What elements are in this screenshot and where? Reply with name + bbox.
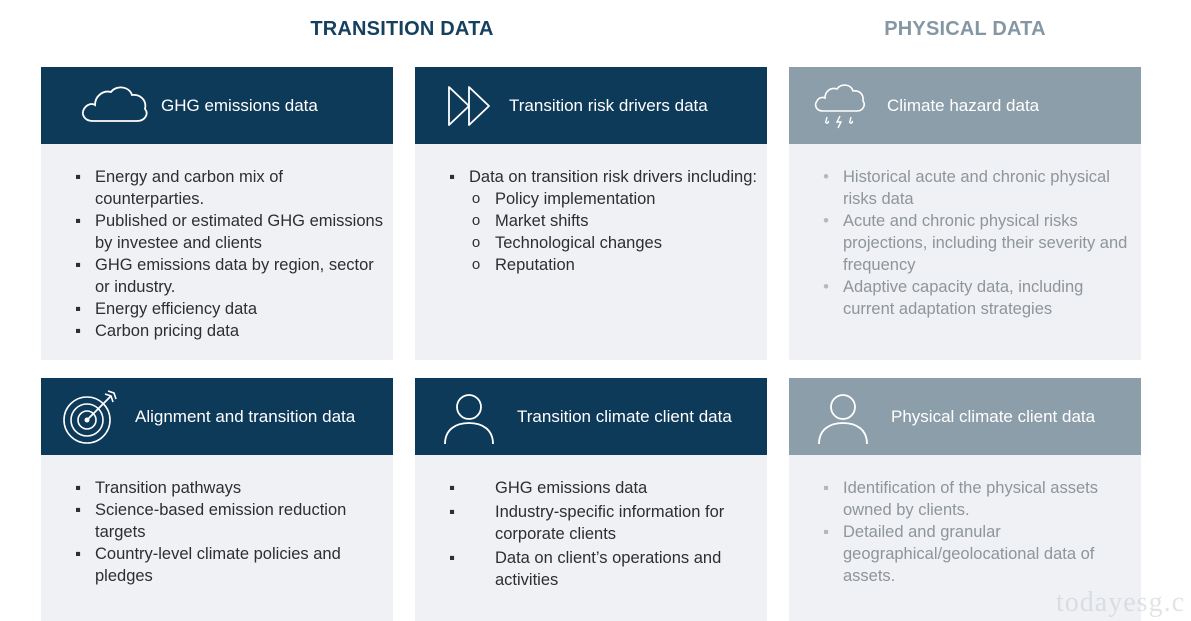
transition-climate-client-card-body: ▪ GHG emissions data ▪ Industry-specific i… [415,455,767,621]
square-bullet: ▪ [449,503,455,521]
list-item: ▪ Energy and carbon mix of counterparties… [41,166,383,210]
transition-climate-client-card-header: Transition climate client data [415,378,767,455]
transition-risk-drivers-card-title: Transition risk drivers data [509,96,708,115]
square-bullet: ▪ [75,212,81,230]
sub-list-item: o Market shifts [469,210,757,232]
target-icon [55,388,121,446]
list-item-text: GHG emissions data [495,479,648,497]
square-bullet: ▪ [449,479,455,497]
climate-hazard-card-body: • Historical acute and chronic physical r… [789,144,1141,360]
transition-climate-client-card-title: Transition climate client data [517,407,732,426]
square-bullet: ▪ [75,300,81,318]
transition-risk-drivers-card-header: Transition risk drivers data [415,67,767,144]
alignment-transition-card: Alignment and transition data ▪ Transitio… [41,378,393,621]
dot-bullet: • [823,168,829,186]
list-item-text: GHG emissions data by region, sector or … [95,256,374,296]
list-item: ▪ Identification of the physical assets o… [789,477,1131,521]
list-item: ▪ Data on client’s operations and activit… [415,547,757,591]
circle-bullet: o [471,234,481,251]
physical-climate-client-card-header: Physical climate client data [789,378,1141,455]
list-item-text: Energy and carbon mix of counterparties. [95,168,284,208]
list-item-text: Data on client’s operations and activiti… [495,549,722,589]
fast-forward-icon [443,81,515,131]
ghg-emissions-card-title: GHG emissions data [161,96,318,115]
list-item-text: Acute and chronic physical risks project… [843,212,1128,274]
physical-climate-client-card: Physical climate client data ▪ Identifica… [789,378,1141,621]
alignment-transition-card-title: Alignment and transition data [135,407,356,426]
list-item-text: Country-level climate policies and pledg… [95,545,341,585]
list-item: ▪ Industry-specific information for corpo… [415,501,757,545]
list-item-text: Carbon pricing data [95,322,240,340]
climate-hazard-card-header: Climate hazard data [789,67,1141,144]
list-item-text: Energy efficiency data [95,300,258,318]
square-bullet: ▪ [75,545,81,563]
transition-risk-drivers-card: Transition risk drivers data ▪ Data on t… [415,67,767,360]
square-bullet: ▪ [75,501,81,519]
list-item: ▪ Energy efficiency data [41,298,383,320]
list-item-text: Science-based emission reduction targets [95,501,347,541]
alignment-transition-card-body: ▪ Transition pathways ▪ Science-based emis… [41,455,393,621]
person-icon [441,390,497,446]
transition-data-heading: TRANSITION DATA [310,18,494,40]
list-item: • Historical acute and chronic physical r… [789,166,1131,210]
sub-list-item: o Reputation [469,254,757,276]
list-item-text: Published or estimated GHG emissions by … [95,212,383,252]
list-item: ▪ Carbon pricing data [41,320,383,342]
square-bullet: ▪ [449,168,455,186]
list-item: ▪ Science-based emission reduction target… [41,499,383,543]
physical-climate-client-card-body: ▪ Identification of the physical assets o… [789,455,1141,621]
ghg-emissions-card-body: ▪ Energy and carbon mix of counterparties… [41,144,393,360]
sub-list-item-text: Reputation [495,256,575,274]
climate-hazard-card-title: Climate hazard data [887,96,1040,115]
list-item: • Acute and chronic physical risks projec… [789,210,1131,276]
square-bullet: ▪ [823,479,829,497]
dot-bullet: • [823,212,829,230]
list-item-text: Industry-specific information for corpor… [495,503,725,543]
list-item: ▪ Detailed and granular geographical/geol… [789,521,1131,587]
person-icon [815,390,871,446]
sub-list-item-text: Policy implementation [495,190,656,208]
square-bullet: ▪ [75,256,81,274]
sub-list-item: o Policy implementation [469,188,757,210]
square-bullet: ▪ [75,322,81,340]
physical-climate-client-card-title: Physical climate client data [891,407,1096,426]
list-item: ▪ GHG emissions data [415,477,757,499]
rain-cloud-icon [813,81,885,131]
alignment-transition-card-header: Alignment and transition data [41,378,393,455]
list-item: ▪ Country-level climate policies and pled… [41,543,383,587]
list-item: • Adaptive capacity data, including curre… [789,276,1131,320]
list-item-text: Historical acute and chronic physical ri… [843,168,1110,208]
sub-list-item: o Technological changes [469,232,757,254]
circle-bullet: o [471,212,481,229]
list-item-text: Adaptive capacity data, including curren… [843,278,1084,318]
transition-risk-drivers-card-body: ▪ Data on transition risk drivers includ… [415,144,767,360]
sub-list-item-text: Market shifts [495,212,589,230]
square-bullet: ▪ [449,549,455,567]
climate-hazard-card: Climate hazard data • Historical acute an… [789,67,1141,360]
list-item-text: Transition pathways [95,479,242,497]
list-item-text: Identification of the physical assets ow… [843,479,1098,519]
circle-bullet: o [471,190,481,207]
list-item: ▪ GHG emissions data by region, sector or… [41,254,383,298]
list-item-text: Detailed and granular geographical/geolo… [843,523,1095,585]
dot-bullet: • [823,278,829,296]
ghg-emissions-card-header: GHG emissions data [41,67,393,144]
square-bullet: ▪ [75,479,81,497]
square-bullet: ▪ [75,168,81,186]
list-item: ▪ Published or estimated GHG emissions by… [41,210,383,254]
physical-data-heading: PHYSICAL DATA [884,18,1046,40]
list-item: ▪ Data on transition risk drivers includ… [415,166,757,276]
watermark: todayesg.c [1056,587,1185,618]
sub-list-item-text: Technological changes [495,234,662,252]
square-bullet: ▪ [823,523,829,541]
list-item-text: Data on transition risk drivers includin… [469,168,757,186]
ghg-emissions-card: GHG emissions data ▪ Energy and carbon mi… [41,67,393,360]
transition-climate-client-card: Transition climate client data ▪ GHG emis… [415,378,767,621]
cloud-icon [79,81,151,131]
circle-bullet: o [471,256,481,273]
list-item: ▪ Transition pathways [41,477,383,499]
